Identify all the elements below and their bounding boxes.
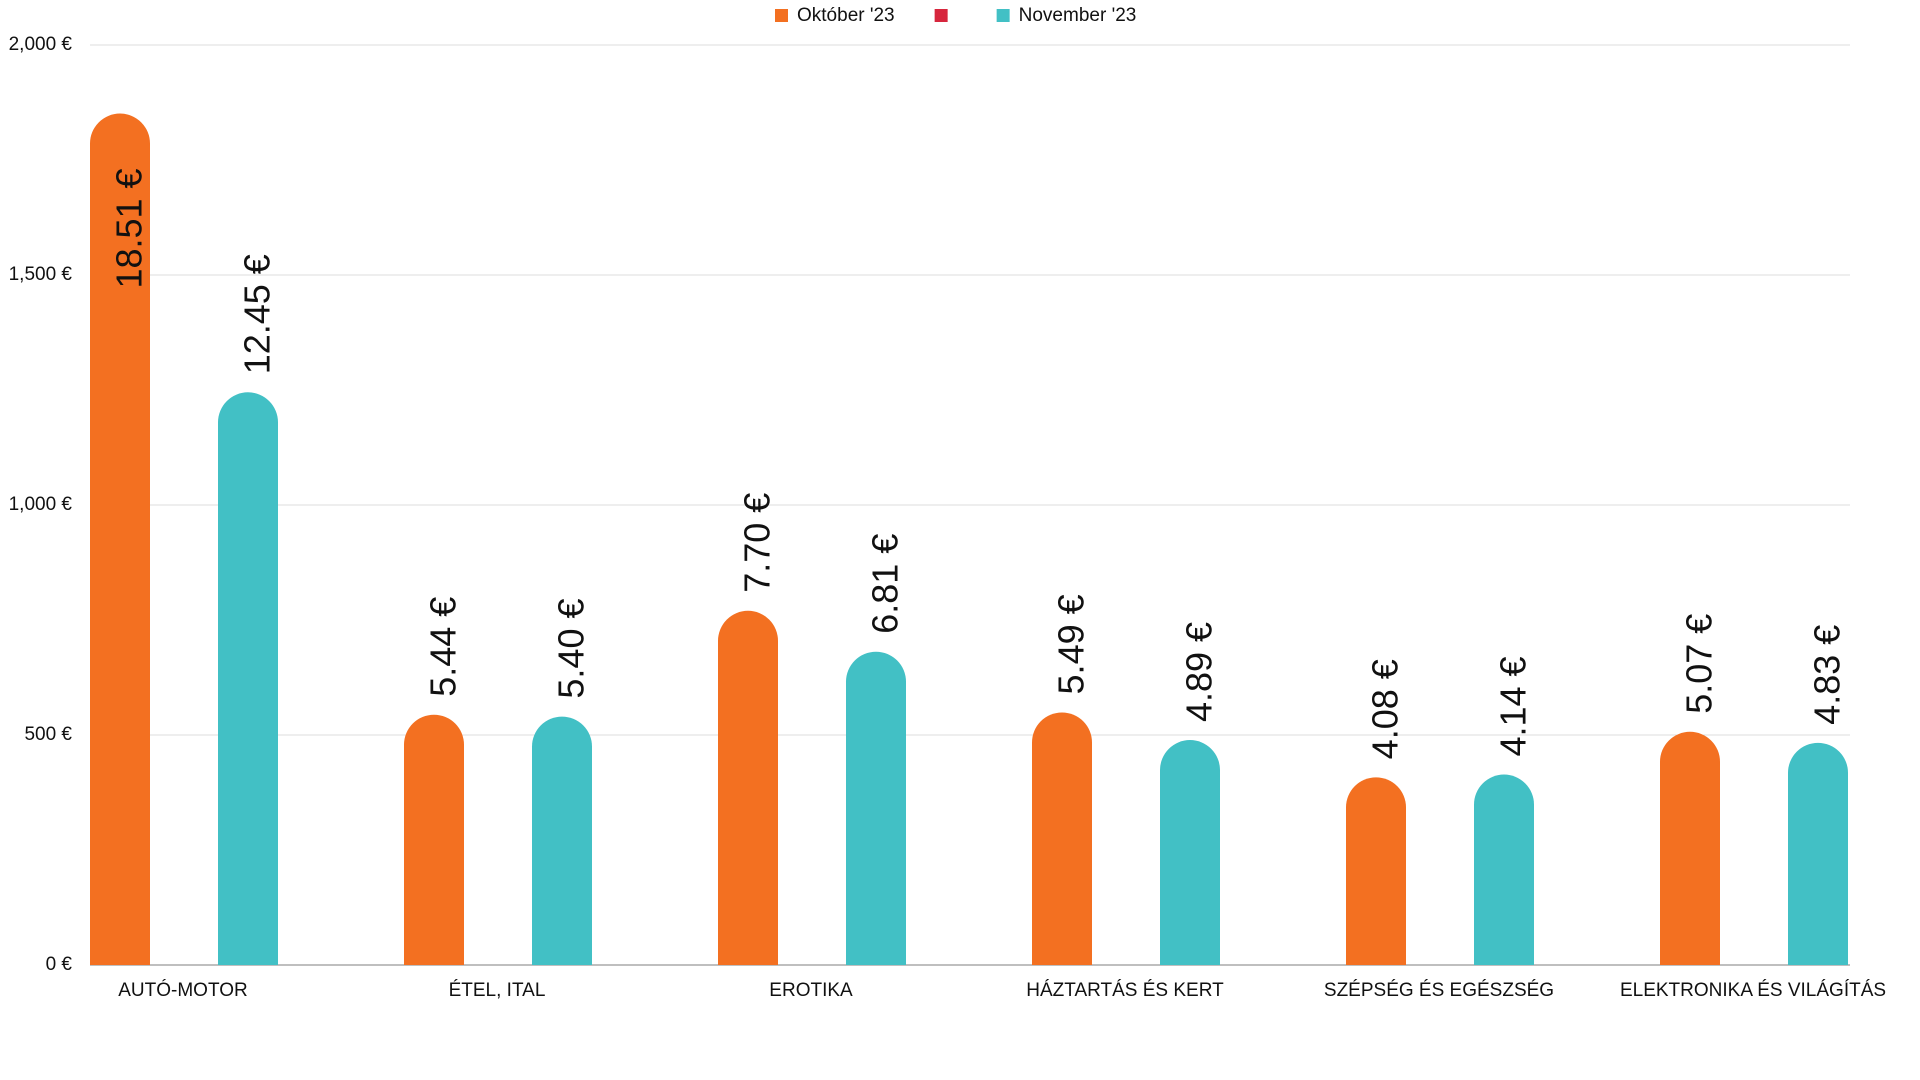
value-label: 6.81 €: [865, 534, 906, 634]
value-label: 7.70 €: [737, 493, 778, 593]
bar: [532, 716, 592, 965]
x-tick-label: ELEKTRONIKA ÉS VILÁGÍTÁS: [1620, 980, 1886, 1001]
bar: [1346, 777, 1406, 965]
bar: [218, 392, 278, 965]
legend-label: November '23: [1019, 5, 1137, 26]
value-label: 4.83 €: [1807, 625, 1848, 725]
value-label: 5.49 €: [1051, 594, 1092, 694]
bar: [718, 610, 778, 965]
legend-swatch: [934, 9, 948, 22]
bar: [90, 113, 150, 966]
x-tick-label: HÁZTARTÁS ÉS KERT: [1026, 980, 1224, 1001]
x-tick-label: ÉTEL, ITAL: [449, 980, 546, 1001]
x-tick-label: EROTIKA: [769, 980, 853, 1001]
bar: [1160, 740, 1220, 965]
value-label: 18.51 €: [109, 168, 150, 288]
value-label: 5.40 €: [551, 599, 592, 699]
y-tick-label: 1,000 €: [9, 494, 73, 515]
value-label: 4.89 €: [1179, 622, 1220, 722]
legend-label: Október '23: [797, 5, 895, 26]
y-tick-label: 500 €: [24, 724, 72, 745]
bar: [1474, 774, 1534, 965]
bar: [846, 651, 906, 965]
x-tick-label: SZÉPSÉG ÉS EGÉSZSÉG: [1324, 980, 1554, 1001]
y-tick-label: 1,500 €: [9, 264, 73, 285]
value-label: 12.45 €: [237, 254, 278, 374]
bar: [1032, 712, 1092, 965]
y-tick-label: 2,000 €: [9, 34, 73, 55]
x-tick-label: AUTÓ-MOTOR: [118, 979, 247, 1001]
value-label: 5.07 €: [1679, 614, 1720, 714]
value-label: 5.44 €: [423, 597, 464, 697]
bar: [404, 714, 464, 965]
legend-swatch: [775, 9, 788, 22]
value-label: 4.08 €: [1365, 659, 1406, 759]
y-tick-label: 0 €: [46, 954, 73, 975]
bar: [1788, 742, 1848, 965]
bar: [1660, 731, 1720, 965]
legend-swatch: [996, 9, 1010, 22]
value-label: 4.14 €: [1493, 656, 1534, 756]
